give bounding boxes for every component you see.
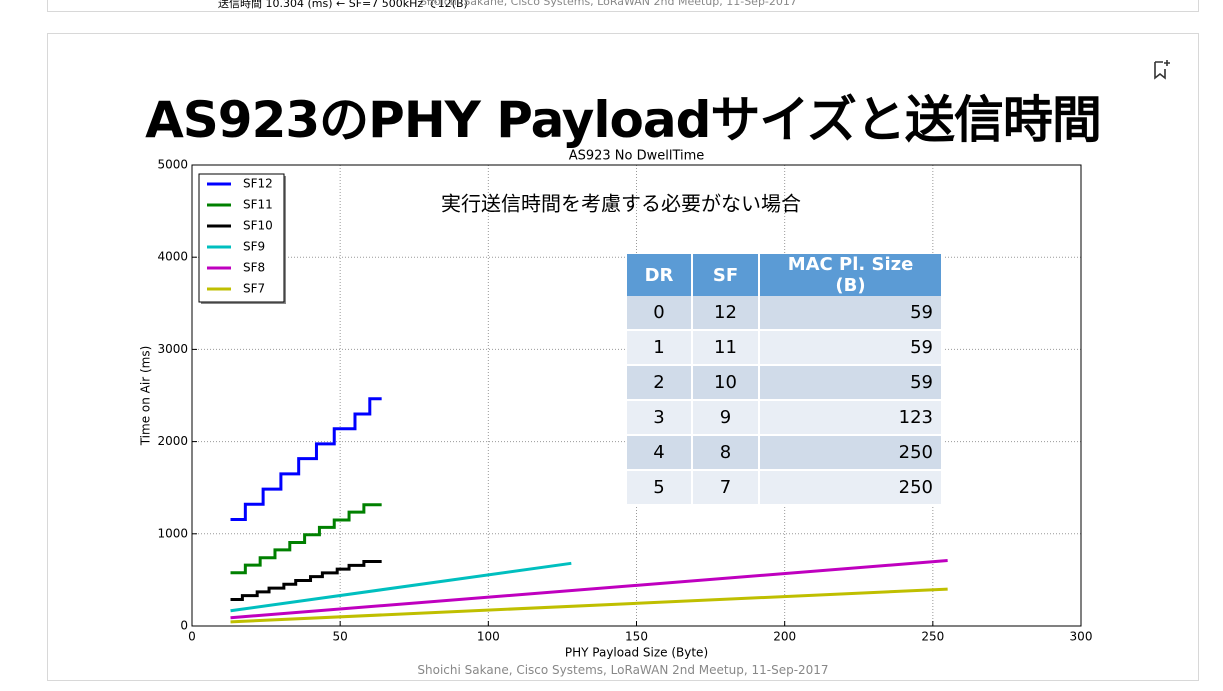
y-tick-label: 2000 [157, 434, 188, 448]
series-line [230, 559, 382, 601]
slide-footer: Shoichi Sakane, Cisco Systems, LoRaWAN 2… [417, 663, 829, 677]
x-axis-label: PHY Payload Size (Byte) [565, 646, 708, 660]
series-line [230, 397, 382, 522]
table-cell: 4 [627, 435, 693, 471]
table-header-cell: MAC Pl. Size (B) [759, 254, 943, 296]
table-header-cell: DR [627, 254, 693, 296]
table-cell: 59 [759, 330, 943, 366]
table-row: 1 11 59 [627, 330, 943, 366]
series-line [230, 561, 572, 613]
y-tick-label: 4000 [157, 250, 188, 264]
legend-label: SF8 [243, 261, 265, 275]
y-tick-label: 1000 [157, 526, 188, 540]
slide-title: AS923のPHY Payloadサイズと送信時間 [145, 91, 1102, 149]
table-cell: 123 [759, 400, 943, 436]
table-body: 0 12 59 1 11 59 2 10 59 3 9 123 4 8 250 5 7 250 [627, 296, 943, 506]
table-cell: 2 [627, 365, 693, 401]
table-cell: 5 [627, 470, 693, 506]
table-cell: 7 [692, 470, 760, 506]
x-tick-label: 50 [333, 630, 348, 644]
series-line [230, 587, 948, 624]
bookmark-icon[interactable] [1154, 61, 1166, 80]
x-tick-label: 100 [477, 630, 500, 644]
table-cell: 1 [627, 330, 693, 366]
table-cell: 59 [759, 296, 943, 331]
x-tick-label: 250 [921, 630, 944, 644]
table-cell: 9 [692, 400, 760, 436]
table-row: 5 7 250 [627, 470, 943, 506]
bookmark-button[interactable] [1152, 59, 1170, 81]
y-axis-label: Time on Air (ms) [139, 346, 153, 447]
legend-label: SF10 [243, 219, 273, 233]
table-row: 2 10 59 [627, 365, 943, 401]
table-cell: 8 [692, 435, 760, 471]
table-cell: 12 [692, 296, 760, 331]
previous-slide-card [47, 0, 1199, 12]
x-tick-label: 0 [188, 630, 196, 644]
dr-table: DR SF MAC Pl. Size (B) 0 12 59 1 11 59 2 10 59 3 9 123… [627, 254, 943, 506]
table-row: 3 9 123 [627, 400, 943, 436]
annotation: 実行送信時間を考慮する必要がない場合 [441, 192, 801, 216]
legend-box [198, 173, 285, 303]
series-line [230, 559, 948, 620]
table-cell: 3 [627, 400, 693, 436]
legend-label: SF7 [243, 282, 265, 296]
x-tick-label: 300 [1070, 630, 1093, 644]
table-cell: 250 [759, 435, 943, 471]
x-tick-label: 200 [773, 630, 796, 644]
table-header-cell: SF [692, 254, 760, 296]
y-tick-label: 3000 [157, 342, 188, 356]
y-tick-label: 5000 [157, 158, 188, 172]
legend-label: SF11 [243, 198, 273, 212]
table-cell: 59 [759, 365, 943, 401]
table-cell: 11 [692, 330, 760, 366]
legend-label: SF9 [243, 240, 265, 254]
table-row: 0 12 59 [627, 296, 943, 331]
legend-label: SF12 [243, 177, 273, 191]
previous-slide-footer: Shoichi Sakane, Cisco Systems, LoRaWAN 2… [420, 0, 797, 8]
chart-title: AS923 No DwellTime [569, 149, 705, 164]
series-line [230, 503, 382, 575]
x-tick-label: 150 [625, 630, 648, 644]
table-header: DR SF MAC Pl. Size (B) [627, 254, 943, 296]
previous-slide-text: 送信時間 10.304 (ms) ← SF=7 500kHz で12(B) [218, 0, 468, 10]
bookmark-plus[interactable] [1164, 60, 1170, 66]
table-row: 4 8 250 [627, 435, 943, 471]
table-cell: 250 [759, 470, 943, 506]
y-tick-label: 0 [180, 619, 188, 633]
plot-frame [191, 164, 1082, 627]
table-cell: 10 [692, 365, 760, 401]
table-cell: 0 [627, 296, 693, 331]
